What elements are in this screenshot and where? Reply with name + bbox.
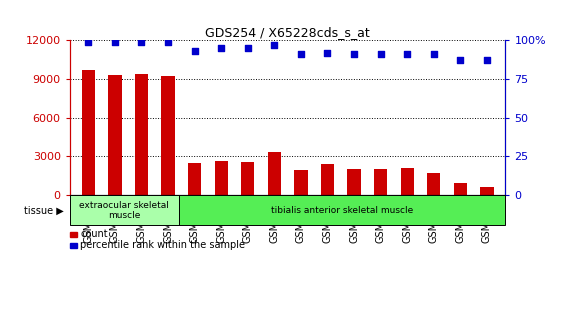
Bar (321, 164, 334, 195)
Point (403, 51, 412, 57)
Bar (427, 173, 440, 195)
Bar (454, 183, 467, 195)
Bar (108, 75, 121, 195)
Point (163, 39, 173, 45)
Bar (294, 170, 307, 195)
Point (349, 51, 358, 57)
Point (217, 45, 226, 51)
Text: tibialis anterior skeletal muscle: tibialis anterior skeletal muscle (271, 206, 413, 215)
Bar (188, 163, 201, 195)
Point (456, 58, 465, 63)
Point (243, 45, 252, 51)
Bar (268, 152, 281, 195)
Bar (347, 169, 361, 195)
Bar (135, 75, 148, 195)
Bar (162, 76, 175, 195)
Bar (480, 187, 493, 195)
Bar (241, 162, 254, 195)
Bar (400, 168, 414, 195)
Point (482, 58, 492, 63)
Point (323, 50, 332, 55)
Point (429, 51, 439, 57)
Bar (214, 161, 228, 195)
Bar (374, 169, 387, 195)
Point (110, 39, 120, 45)
Text: count: count (80, 229, 108, 239)
Point (84, 39, 93, 45)
Bar (82, 70, 95, 195)
Point (190, 48, 199, 54)
Point (376, 51, 385, 57)
Text: percentile rank within the sample: percentile rank within the sample (80, 241, 245, 250)
Title: GDS254 / X65228cds_s_at: GDS254 / X65228cds_s_at (205, 26, 370, 39)
Point (270, 42, 279, 48)
Point (137, 39, 146, 45)
Text: extraocular skeletal
muscle: extraocular skeletal muscle (79, 201, 169, 220)
Point (296, 51, 306, 57)
Text: tissue ▶: tissue ▶ (24, 205, 64, 215)
